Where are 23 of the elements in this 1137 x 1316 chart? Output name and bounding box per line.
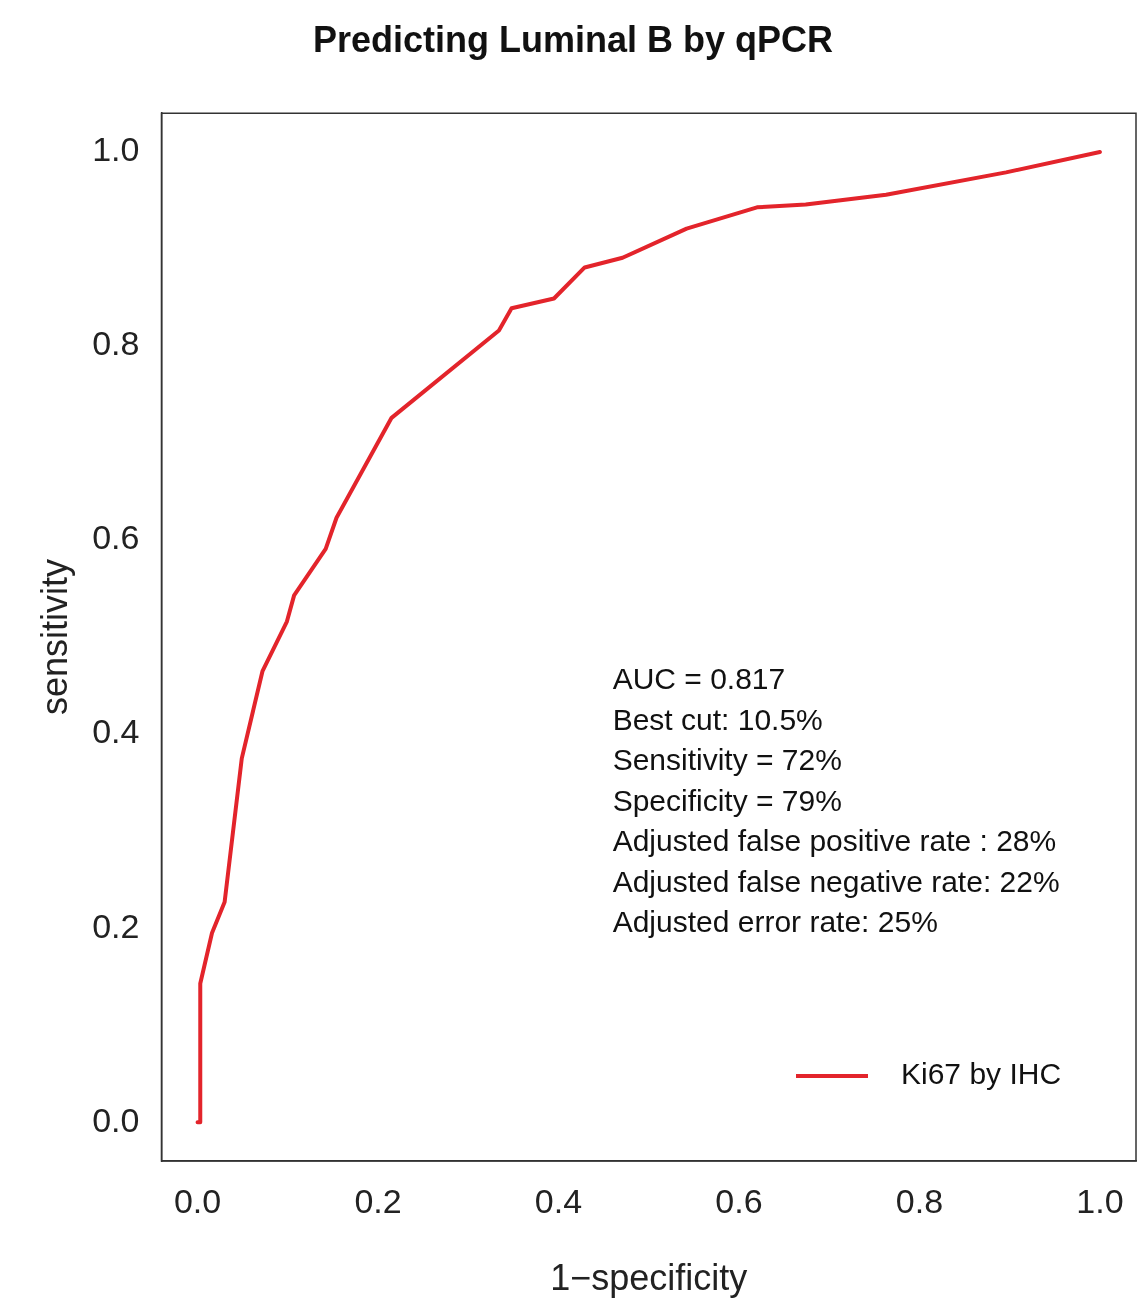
y-axis-title: sensitivity (33, 559, 75, 716)
annotation: Adjusted false negative rate: 22% (612, 864, 1060, 898)
x-tick-label: 0.4 (534, 1181, 583, 1220)
annotation: Adjusted false positive rate : 28% (612, 824, 1057, 858)
annotation: AUC = 0.817 (612, 662, 786, 696)
chart-title: Predicting Luminal B by qPCR (312, 18, 834, 60)
annotation: Best cut: 10.5% (612, 702, 823, 736)
annotation: Specificity = 79% (612, 783, 842, 817)
legend-label: Ki67 by IHC (901, 1057, 1062, 1091)
y-tick-label: 1.0 (92, 130, 140, 169)
x-tick-label: 0.6 (715, 1181, 763, 1220)
annotation: Sensitivity = 72% (612, 743, 842, 777)
x-tick-label: 0.2 (354, 1181, 402, 1220)
x-tick-label: 1.0 (1076, 1181, 1124, 1220)
annotation: Adjusted error rate: 25% (612, 905, 938, 939)
x-tick-label: 0.8 (895, 1181, 944, 1220)
y-tick-label: 0.0 (92, 1100, 140, 1139)
x-axis-title: 1−specificity (550, 1257, 748, 1299)
x-tick-label: 0.0 (173, 1181, 222, 1220)
y-tick-label: 0.8 (92, 324, 140, 363)
y-tick-label: 0.6 (92, 518, 140, 557)
y-tick-label: 0.2 (92, 906, 140, 945)
y-tick-label: 0.4 (92, 712, 140, 751)
